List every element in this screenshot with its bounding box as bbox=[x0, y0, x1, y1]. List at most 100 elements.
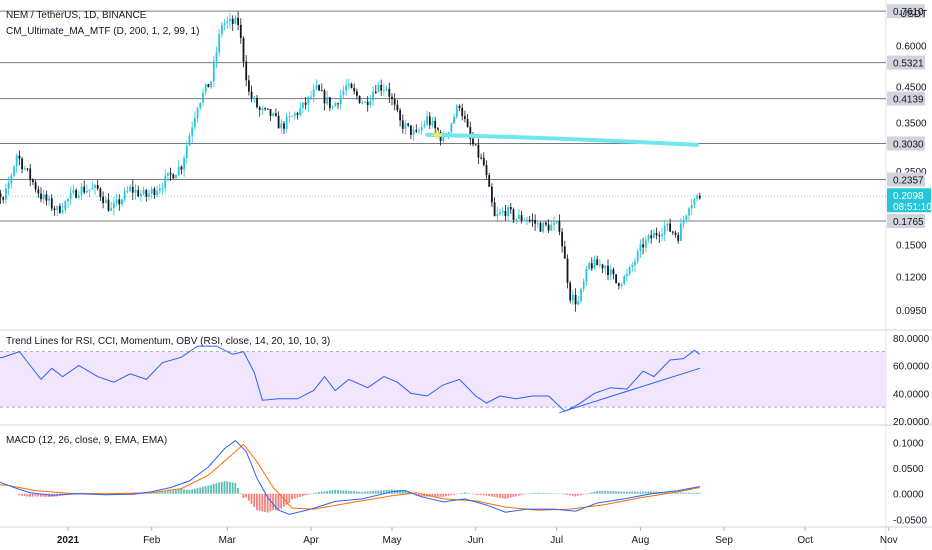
macd-histogram-bar bbox=[350, 491, 353, 494]
candle-body bbox=[258, 107, 261, 110]
candle-body bbox=[50, 198, 53, 209]
time-axis-label: Nov bbox=[880, 535, 898, 546]
candle-body bbox=[596, 259, 599, 266]
macd-histogram-bar bbox=[31, 493, 34, 497]
candle-body bbox=[72, 190, 75, 193]
macd-histogram-bar bbox=[239, 493, 242, 494]
macd-histogram-bar bbox=[139, 493, 142, 495]
macd-histogram-bar bbox=[169, 491, 172, 494]
macd-histogram-bar bbox=[158, 492, 161, 494]
macd-histogram-bar bbox=[528, 493, 531, 494]
candle-body bbox=[18, 155, 21, 159]
macd-histogram-bar bbox=[196, 488, 199, 494]
macd-histogram-bar bbox=[296, 493, 299, 498]
candle-body bbox=[507, 207, 509, 217]
time-axis-label: Sep bbox=[715, 535, 733, 546]
candle-body bbox=[226, 21, 229, 24]
macd-histogram-bar bbox=[553, 493, 555, 494]
candle-body bbox=[169, 172, 172, 175]
candle-body bbox=[542, 222, 545, 232]
candle-body bbox=[458, 105, 461, 108]
candle-body bbox=[142, 189, 145, 194]
macd-histogram-bar bbox=[436, 493, 439, 497]
macd-histogram-bar bbox=[226, 481, 229, 494]
candle-body bbox=[577, 301, 580, 305]
macd-histogram-bar bbox=[304, 493, 307, 496]
candle-body bbox=[293, 113, 296, 116]
macd-histogram-bar bbox=[620, 491, 623, 494]
candle-body bbox=[391, 96, 393, 100]
macd-histogram-bar bbox=[663, 492, 666, 494]
price-level-tag bbox=[887, 91, 925, 106]
candle-body bbox=[412, 129, 415, 135]
macd-histogram-bar bbox=[396, 489, 399, 494]
candle-body bbox=[520, 215, 523, 221]
candle-body bbox=[515, 219, 518, 221]
candle-body bbox=[353, 88, 356, 92]
macd-histogram-bar bbox=[420, 493, 423, 497]
candle-body bbox=[650, 235, 653, 239]
candle-body bbox=[474, 144, 477, 146]
candle-body bbox=[604, 265, 607, 269]
candle-body bbox=[80, 186, 83, 196]
rsi-axis-tick-label: 20.0000 bbox=[893, 417, 930, 428]
macd-histogram-bar bbox=[593, 491, 596, 494]
macd-histogram-bar bbox=[698, 492, 701, 494]
candle-body bbox=[134, 190, 137, 193]
candle-body bbox=[296, 113, 299, 116]
candle-body bbox=[320, 90, 323, 92]
candle-body bbox=[315, 85, 318, 90]
macd-histogram-bar bbox=[180, 488, 183, 494]
macd-histogram-bar bbox=[445, 493, 447, 497]
candle-body bbox=[366, 101, 369, 106]
candle-body bbox=[185, 145, 188, 159]
macd-histogram-bar bbox=[29, 493, 31, 497]
macd-histogram-bar bbox=[256, 493, 258, 511]
candle-body bbox=[453, 116, 455, 124]
candle-body bbox=[248, 80, 250, 92]
macd-axis-tick-label: -0.0500 bbox=[893, 515, 927, 526]
macd-histogram-bar bbox=[328, 490, 331, 494]
candle-body bbox=[75, 190, 77, 198]
candle-body bbox=[91, 187, 94, 190]
candle-body bbox=[175, 175, 177, 179]
macd-histogram-bar bbox=[431, 493, 434, 497]
candle-body bbox=[339, 95, 342, 105]
macd-histogram-bar bbox=[636, 491, 639, 494]
candle-body bbox=[639, 244, 642, 252]
macd-histogram-bar bbox=[439, 493, 442, 497]
macd-histogram-bar bbox=[647, 491, 650, 494]
macd-histogram-bar bbox=[247, 493, 250, 501]
macd-histogram-bar bbox=[609, 491, 612, 494]
candle-body bbox=[334, 103, 337, 107]
current-price-label: 0.2098 bbox=[893, 191, 924, 202]
rsi-axis-tick-label: 60.0000 bbox=[893, 362, 930, 373]
candle-body bbox=[680, 223, 682, 241]
candle-body bbox=[7, 182, 10, 189]
candle-body bbox=[572, 294, 574, 301]
macd-histogram-bar bbox=[466, 492, 469, 494]
macd-histogram-bar bbox=[577, 493, 580, 496]
candle-body bbox=[64, 201, 67, 211]
candle-body bbox=[21, 158, 23, 170]
candle-body bbox=[582, 281, 585, 289]
candle-body bbox=[528, 219, 531, 221]
candle-body bbox=[13, 166, 15, 176]
macd-histogram-bar bbox=[323, 491, 326, 494]
candle-body bbox=[547, 224, 550, 231]
candle-body bbox=[126, 191, 129, 193]
macd-histogram-bar bbox=[539, 492, 542, 494]
candle-body bbox=[555, 221, 558, 223]
candle-body bbox=[264, 108, 266, 110]
price-level-label: 0.5321 bbox=[893, 59, 924, 70]
macd-histogram-bar bbox=[520, 493, 523, 495]
candle-body bbox=[501, 210, 504, 213]
candle-body bbox=[588, 263, 590, 269]
bar-countdown-label: 08:51:10 bbox=[893, 202, 932, 213]
macd-histogram-bar bbox=[682, 492, 685, 494]
candle-body bbox=[45, 194, 48, 201]
macd-histogram-bar bbox=[480, 493, 482, 496]
candle-body bbox=[563, 246, 566, 259]
candle-body bbox=[196, 107, 199, 118]
